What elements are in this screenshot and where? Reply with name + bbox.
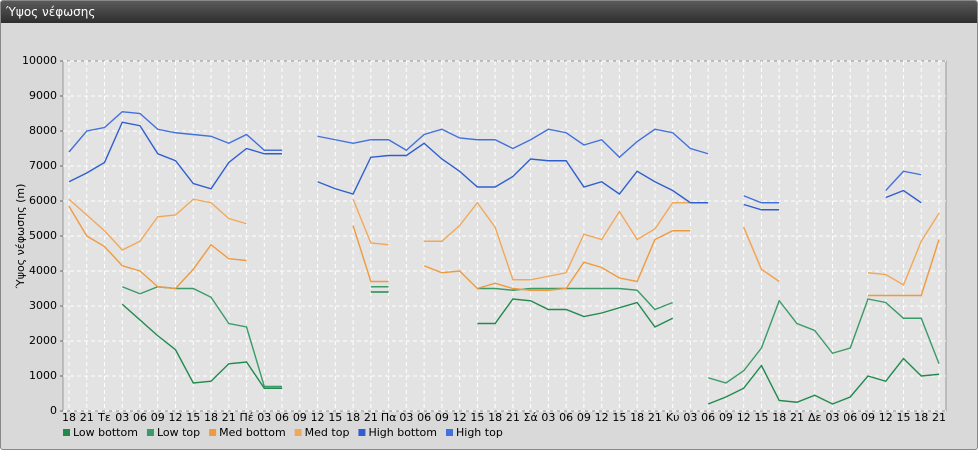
y-tick-label: 8000	[29, 124, 57, 137]
y-tick-label: 4000	[29, 264, 57, 277]
legend-marker	[63, 429, 70, 436]
legend-marker	[209, 429, 217, 436]
x-tick-label: 21	[790, 411, 804, 424]
y-tick-label: 1000	[29, 369, 57, 382]
x-tick-label: 12	[737, 411, 751, 424]
x-tick-label: 09	[435, 411, 449, 424]
x-tick-label: 15	[186, 411, 200, 424]
legend-label: Low bottom	[73, 426, 138, 439]
y-tick-label: 7000	[29, 159, 57, 172]
legend-marker	[446, 429, 453, 436]
legend-marker	[294, 429, 302, 436]
x-tick-label: Κυ	[666, 411, 680, 424]
x-tick-label: Τε	[97, 411, 111, 424]
x-tick-label: 03	[257, 411, 271, 424]
series-line	[122, 286, 940, 388]
y-tick-label: 3000	[29, 299, 57, 312]
x-tick-label: 21	[932, 411, 946, 424]
series-line	[121, 291, 940, 405]
x-tick-label: 12	[169, 411, 183, 424]
x-tick-label: 15	[612, 411, 626, 424]
y-tick-label: 9000	[29, 89, 57, 102]
x-tick-label: 06	[417, 411, 431, 424]
y-tick-label: 5000	[29, 229, 57, 242]
series-line	[68, 205, 940, 297]
x-tick-label: 21	[222, 411, 236, 424]
x-tick-label: 06	[701, 411, 715, 424]
x-tick-label: 15	[896, 411, 910, 424]
x-tick-label: 09	[719, 411, 733, 424]
x-tick-label: 03	[399, 411, 413, 424]
x-tick-label: 12	[311, 411, 325, 424]
x-tick-label: 06	[559, 411, 573, 424]
y-tick-label: 10000	[22, 54, 57, 67]
legend-label: Med top	[305, 426, 350, 439]
y-tick-label: 6000	[29, 194, 57, 207]
x-tick-label: 06	[133, 411, 147, 424]
x-tick-label: 03	[683, 411, 697, 424]
x-tick-label: 18	[62, 411, 76, 424]
y-tick-label: 2000	[29, 334, 57, 347]
x-tick-label: Σά	[524, 411, 538, 424]
x-tick-label: 21	[364, 411, 378, 424]
y-tick-label: 0	[50, 404, 57, 417]
x-tick-label: 03	[825, 411, 839, 424]
panel-title: Ύψος νέφωσης	[1, 1, 977, 23]
series-line	[68, 198, 940, 287]
x-tick-label: 06	[275, 411, 289, 424]
x-tick-label: 18	[630, 411, 644, 424]
x-tick-label: 03	[115, 411, 129, 424]
x-tick-label: 15	[470, 411, 484, 424]
x-tick-label: 15	[754, 411, 768, 424]
x-tick-label: 12	[879, 411, 893, 424]
legend-marker	[358, 429, 366, 436]
legend-label: Low top	[157, 426, 200, 439]
x-tick-label: 03	[541, 411, 555, 424]
x-tick-label: 18	[488, 411, 502, 424]
legend-label: High bottom	[368, 426, 437, 439]
x-tick-label: 18	[204, 411, 218, 424]
x-tick-label: 21	[506, 411, 520, 424]
x-tick-label: 09	[577, 411, 591, 424]
y-axis-label: Ύψος νέφωσης (m)	[14, 184, 27, 290]
x-tick-label: Δε	[808, 411, 822, 424]
x-tick-label: 12	[453, 411, 467, 424]
legend-label: Med bottom	[219, 426, 286, 439]
x-tick-label: 21	[80, 411, 94, 424]
x-tick-label: 15	[328, 411, 342, 424]
series-line	[68, 111, 922, 204]
x-tick-label: 18	[346, 411, 360, 424]
legend-marker	[146, 429, 154, 436]
x-tick-label: 09	[293, 411, 307, 424]
x-tick-label: 18	[772, 411, 786, 424]
x-tick-label: 06	[843, 411, 857, 424]
series-line	[68, 121, 922, 211]
x-tick-label: 12	[595, 411, 609, 424]
x-tick-label: 09	[861, 411, 875, 424]
x-tick-label: 18	[914, 411, 928, 424]
x-tick-label: Πα	[381, 411, 397, 424]
legend-label: High top	[456, 426, 503, 439]
x-tick-label: Πέ	[239, 411, 253, 424]
x-tick-label: 09	[151, 411, 165, 424]
x-tick-label: 21	[648, 411, 662, 424]
